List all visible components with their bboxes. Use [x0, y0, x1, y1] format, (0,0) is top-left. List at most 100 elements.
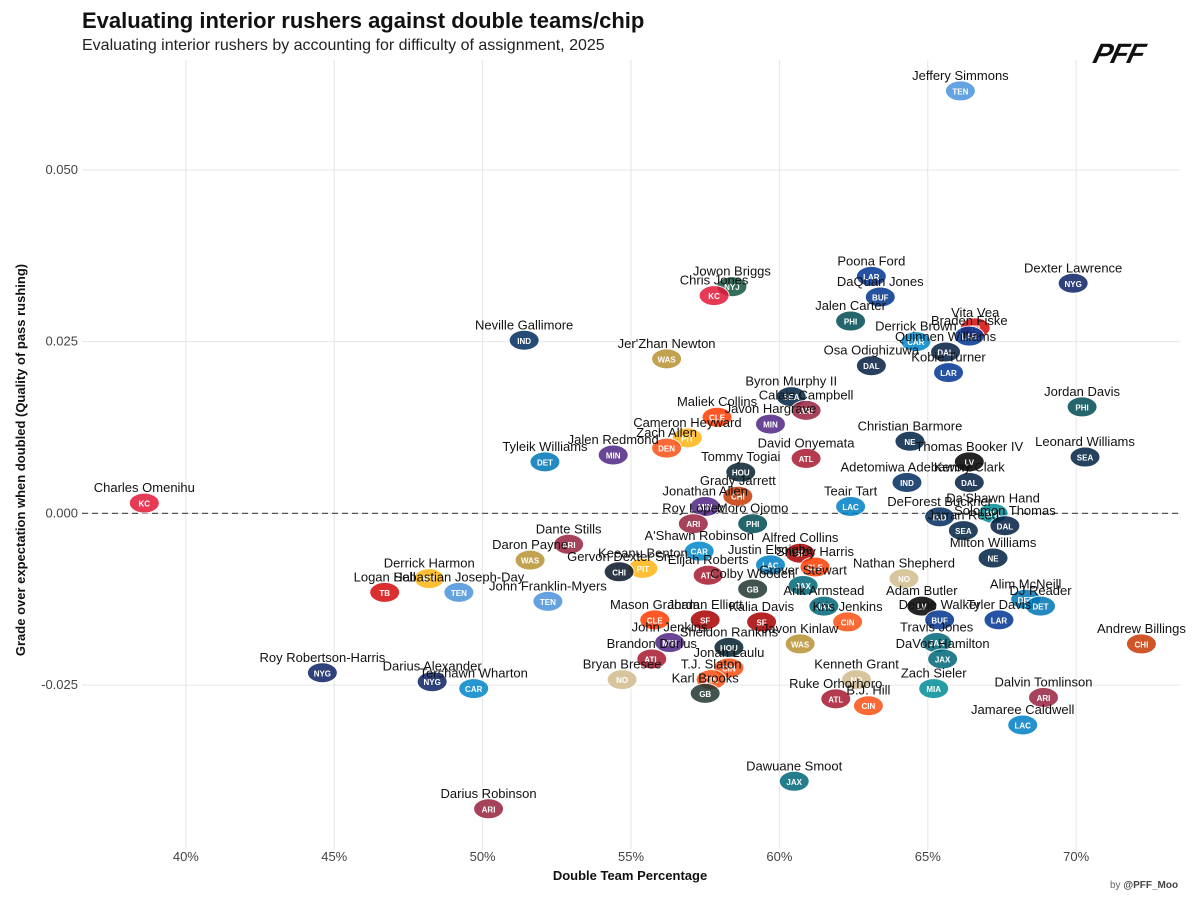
player-point[interactable]: CLE	[799, 556, 831, 578]
player-point[interactable]: ATL	[820, 688, 852, 710]
player-point[interactable]: CIN	[852, 695, 884, 717]
player-label: Alfred Collins	[762, 530, 839, 545]
player-point[interactable]: JAX	[808, 595, 840, 617]
x-tick-label: 40%	[173, 849, 199, 864]
player-point[interactable]: JAX	[787, 575, 819, 597]
player-label: Kobie Turner	[911, 350, 986, 365]
player-point[interactable]: DAL	[855, 355, 887, 377]
player-point[interactable]: CIN	[832, 611, 864, 633]
player-point[interactable]: LAR	[933, 362, 965, 384]
player-point[interactable]: NYG	[416, 671, 448, 693]
player-point[interactable]: LAC	[1007, 714, 1039, 736]
team-logo-icon	[977, 547, 1009, 569]
player-point[interactable]: NO	[841, 669, 873, 691]
player-point[interactable]: NYG	[1057, 272, 1089, 294]
player-point[interactable]: LAC	[754, 554, 786, 576]
player-point[interactable]: DAL	[953, 471, 985, 493]
player-point[interactable]: CHI	[722, 485, 754, 507]
player-point[interactable]: IND	[891, 471, 923, 493]
team-abbrev: CIN	[841, 618, 855, 627]
player-point[interactable]: JAX	[927, 648, 959, 670]
team-logo-icon	[983, 609, 1015, 631]
player-label: Grover Stewart	[759, 563, 847, 578]
player-point[interactable]: PHI	[1066, 396, 1098, 418]
player-point[interactable]: CLE	[639, 609, 671, 631]
team-abbrev: IND	[933, 513, 947, 522]
player-point[interactable]: NE	[894, 430, 926, 452]
player-point[interactable]: GB	[689, 682, 721, 704]
player-point[interactable]: JAX	[778, 770, 810, 792]
player-point[interactable]: LAR	[953, 325, 985, 347]
player-point[interactable]: IND	[924, 506, 956, 528]
team-logo-icon	[677, 513, 709, 535]
team-abbrev: BUF	[931, 616, 948, 625]
player-point[interactable]: ATL	[636, 648, 668, 670]
player-point[interactable]: CHI	[1125, 633, 1157, 655]
player-point[interactable]: HOU	[713, 636, 745, 658]
player-point[interactable]: ARI	[553, 533, 585, 555]
player-point[interactable]: KC	[698, 285, 730, 307]
player-point[interactable]: NE	[977, 547, 1009, 569]
player-point[interactable]: LAR	[855, 265, 887, 287]
player-point[interactable]: NO	[888, 568, 920, 590]
player-point[interactable]: CAR	[458, 678, 490, 700]
player-point[interactable]: DET	[529, 451, 561, 473]
player-point[interactable]: MIA	[918, 678, 950, 700]
team-abbrev: WAS	[791, 640, 810, 649]
player-point[interactable]: TEN	[443, 581, 475, 603]
team-abbrev: CAR	[907, 338, 925, 347]
player-label: Quinnen Williams	[895, 329, 997, 344]
player-point[interactable]: PHI	[835, 310, 867, 332]
player-point[interactable]: MIN	[754, 413, 786, 435]
player-point[interactable]: CLE	[701, 406, 733, 428]
player-point[interactable]: NO	[606, 669, 638, 691]
player-point[interactable]: ATL	[790, 447, 822, 469]
player-point[interactable]: DET	[1025, 595, 1057, 617]
player-label: B.J. Hill	[846, 683, 890, 698]
player-point[interactable]: DEN	[651, 437, 683, 459]
player-point[interactable]: LAR	[983, 609, 1015, 631]
player-point[interactable]: ARI	[473, 798, 505, 820]
player-point[interactable]: IND	[508, 329, 540, 351]
player-point[interactable]: WAS	[651, 348, 683, 370]
player-point[interactable]: ARI	[1027, 686, 1059, 708]
player-point[interactable]: SF	[746, 611, 778, 633]
player-point[interactable]: GB	[737, 578, 769, 600]
player-point[interactable]: WAS	[514, 549, 546, 571]
player-point[interactable]: SEA	[1069, 446, 1101, 468]
player-point[interactable]: MIN	[597, 444, 629, 466]
player-point[interactable]: BUF	[864, 286, 896, 308]
team-abbrev: NYG	[424, 678, 441, 687]
player-point[interactable]: TEN	[532, 590, 564, 612]
player-point[interactable]: KC	[128, 492, 160, 514]
player-point[interactable]: TB	[369, 581, 401, 603]
player-point[interactable]: PIT	[413, 568, 445, 590]
team-abbrev: TEN	[451, 589, 467, 598]
player-point[interactable]: ATL	[692, 564, 724, 586]
player-point[interactable]: BUF	[924, 609, 956, 631]
player-point[interactable]: SF	[689, 609, 721, 631]
player-point[interactable]: CHI	[603, 561, 635, 583]
player-point[interactable]: TEN	[944, 80, 976, 102]
player-point[interactable]: LV	[953, 451, 985, 473]
player-point[interactable]: MIN	[689, 496, 721, 518]
player-point[interactable]: MIN	[654, 632, 686, 654]
player-label: Tyleik Williams	[502, 439, 588, 454]
player-point[interactable]: DAL	[989, 515, 1021, 537]
player-point[interactable]: DAL	[930, 341, 962, 363]
player-point[interactable]: WAS	[784, 633, 816, 655]
player-point[interactable]: LV	[906, 595, 938, 617]
player-point[interactable]: ARI	[677, 513, 709, 535]
player-point[interactable]: PHI	[737, 513, 769, 535]
player-label: Da'Shawn Hand	[946, 490, 1040, 505]
player-label: Roy Robertson-Harris	[260, 650, 386, 665]
player-point[interactable]: NYG	[306, 662, 338, 684]
team-logo-icon	[443, 581, 475, 603]
player-label: Darius Alexander	[383, 659, 483, 674]
player-point[interactable]: CAR	[683, 540, 715, 562]
player-point[interactable]: HOU	[725, 461, 757, 483]
player-point[interactable]: ARI	[790, 399, 822, 421]
player-point[interactable]: SEA	[947, 520, 979, 542]
player-point[interactable]: CAR	[900, 331, 932, 353]
player-point[interactable]: LAC	[835, 496, 867, 518]
